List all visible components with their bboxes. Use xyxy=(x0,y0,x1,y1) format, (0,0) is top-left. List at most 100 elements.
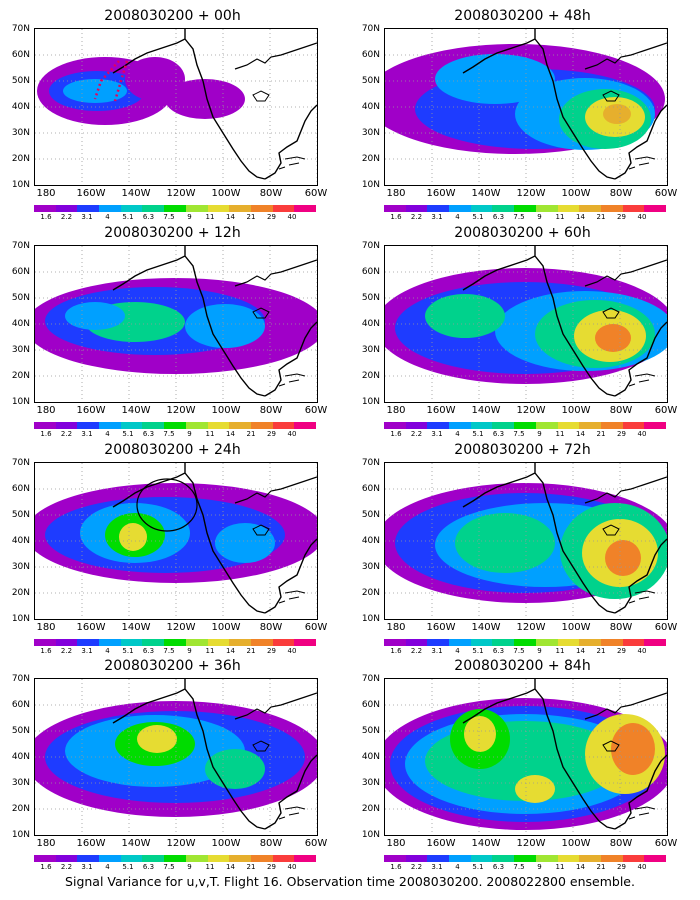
colorbar-swatch xyxy=(579,639,601,646)
colorbar-label: 2.2 xyxy=(60,647,73,655)
lon-label: 160W xyxy=(76,405,106,416)
colorbar-swatch xyxy=(142,422,165,429)
colorbar-labels: 1.6 2.2 3.1 4 5.1 6.3 7.5 9 11 14 21 29 40 xyxy=(34,431,316,439)
variance-field xyxy=(385,246,667,402)
lon-label: 160W xyxy=(426,405,456,416)
lon-label: 100W xyxy=(211,622,241,633)
lat-label: 70N xyxy=(361,674,380,684)
panel-60h: 2008030200 + 60h 70N 60N 50N 40N 30N 20N 10N 18… xyxy=(350,225,695,438)
colorbar-label: 40 xyxy=(637,430,647,438)
panel-title: 2008030200 + 12h xyxy=(104,225,241,241)
colorbar-label: 40 xyxy=(287,863,297,871)
colorbar-swatch xyxy=(250,639,273,646)
colorbar-label: 5.1 xyxy=(472,647,484,655)
colorbar-swatch xyxy=(644,639,666,646)
lon-label: 160W xyxy=(76,622,106,633)
map-plot xyxy=(384,28,668,186)
colorbar-label: 6.3 xyxy=(142,213,155,221)
coastline xyxy=(112,246,317,397)
colorbar-swatch xyxy=(384,422,406,429)
colorbar-label: 14 xyxy=(576,647,585,655)
colorbar-label: 21 xyxy=(246,647,256,655)
colorbar-label: 3.1 xyxy=(81,213,93,221)
colorbar-swatch xyxy=(405,205,428,212)
panel-title: 2008030200 + 60h xyxy=(454,225,591,241)
variance-contour xyxy=(119,523,147,551)
colorbar-swatch xyxy=(492,422,515,429)
map-plot xyxy=(34,462,318,620)
colorbar-swatch xyxy=(557,855,580,862)
colorbar xyxy=(384,205,666,212)
lon-label: 120W xyxy=(516,188,546,199)
lon-label: 60W xyxy=(304,188,328,199)
lon-label: 180 xyxy=(36,622,56,633)
lat-label: 30N xyxy=(361,562,380,572)
colorbar-label: 14 xyxy=(226,430,235,438)
colorbar-label: 5.1 xyxy=(472,430,484,438)
colorbar-label: 7.5 xyxy=(513,863,525,871)
variance-contour xyxy=(165,79,245,119)
lon-label: 100W xyxy=(211,188,241,199)
lon-label: 80W xyxy=(609,405,633,416)
colorbar-label: 5.1 xyxy=(122,647,134,655)
colorbar-label: 21 xyxy=(596,647,606,655)
colorbar-label: 5.1 xyxy=(122,863,134,871)
variance-contour xyxy=(65,302,125,330)
lon-label: 140W xyxy=(471,622,501,633)
colorbar-swatch xyxy=(449,205,471,212)
colorbar-label: 11 xyxy=(555,863,565,871)
colorbar-swatch xyxy=(600,855,623,862)
colorbar-swatch xyxy=(272,855,295,862)
colorbar-swatch xyxy=(384,639,406,646)
coastline xyxy=(462,246,667,397)
lat-label: 20N xyxy=(11,371,30,381)
lat-label: 60N xyxy=(11,700,30,710)
colorbar-swatch xyxy=(185,855,208,862)
colorbar-label: 6.3 xyxy=(492,863,505,871)
coastline xyxy=(112,679,317,830)
lon-label: 100W xyxy=(211,838,241,849)
colorbar-label: 29 xyxy=(617,213,626,221)
colorbar-swatch xyxy=(427,422,450,429)
variance-contour xyxy=(603,104,631,124)
colorbar-swatch xyxy=(600,205,623,212)
colorbar-swatch xyxy=(294,639,316,646)
colorbar-swatch xyxy=(185,639,208,646)
colorbar-swatch xyxy=(77,422,100,429)
colorbar-swatch xyxy=(600,639,623,646)
colorbar-swatch xyxy=(492,639,515,646)
variance-contour xyxy=(595,324,631,352)
colorbar-label: 3.1 xyxy=(431,430,443,438)
colorbar-label: 11 xyxy=(205,213,215,221)
colorbar-label: 6.3 xyxy=(142,863,155,871)
colorbar-label: 4 xyxy=(105,430,110,438)
colorbar-swatch xyxy=(535,205,558,212)
colorbar-swatch xyxy=(622,422,645,429)
colorbar-label: 3.1 xyxy=(431,213,443,221)
lat-label: 30N xyxy=(11,128,30,138)
lon-label: 180 xyxy=(36,188,56,199)
lon-label: 100W xyxy=(561,188,591,199)
lon-label: 120W xyxy=(516,622,546,633)
colorbar-label: 9 xyxy=(187,647,192,655)
colorbar-swatch xyxy=(229,639,251,646)
colorbar-label: 3.1 xyxy=(81,863,93,871)
colorbar-swatch xyxy=(142,205,165,212)
colorbar-swatch xyxy=(449,639,471,646)
variance-contour xyxy=(515,775,555,803)
lat-label: 70N xyxy=(11,458,30,468)
colorbar-swatch xyxy=(535,855,558,862)
lon-label: 160W xyxy=(76,838,106,849)
colorbar-label: 1.6 xyxy=(40,430,52,438)
lon-label: 140W xyxy=(121,622,151,633)
colorbar-swatch xyxy=(229,205,251,212)
colorbar-label: 29 xyxy=(617,863,626,871)
colorbar-swatch xyxy=(250,422,273,429)
lon-label: 180 xyxy=(36,405,56,416)
lon-label: 140W xyxy=(121,405,151,416)
lon-label: 100W xyxy=(561,838,591,849)
colorbar-label: 5.1 xyxy=(472,213,484,221)
colorbar-label: 21 xyxy=(246,863,256,871)
lat-label: 10N xyxy=(11,397,30,407)
colorbar-swatch xyxy=(449,855,471,862)
